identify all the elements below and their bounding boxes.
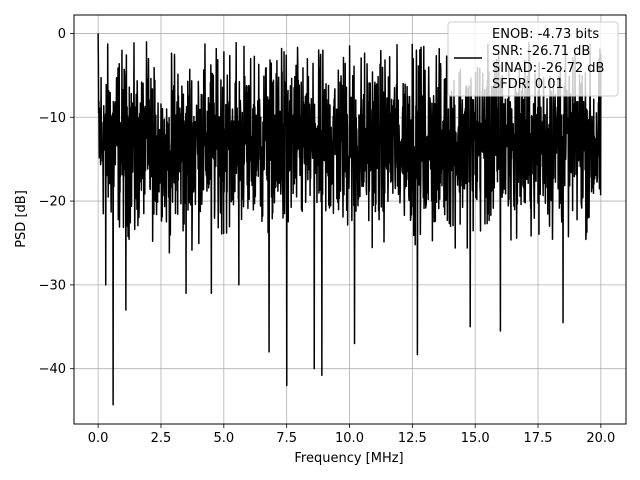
y-tick-label: −20 — [39, 195, 66, 210]
y-tick-label: 0 — [58, 27, 66, 42]
x-tick-label: 2.5 — [151, 431, 172, 446]
legend-line-sfdr: SFDR: 0.01 — [492, 77, 564, 92]
y-tick-label: −40 — [39, 362, 66, 377]
x-axis-label: Frequency [MHz] — [294, 451, 403, 466]
x-tick-label: 17.5 — [524, 431, 553, 446]
x-tick-label: 20.0 — [586, 431, 615, 446]
psd-series-line — [97, 33, 602, 406]
x-tick-label: 10.0 — [335, 431, 364, 446]
legend-line-sinad: SINAD: -26.72 dB — [492, 61, 604, 76]
legend: ENOB: -4.73 bits SNR: -26.71 dB SINAD: -… — [447, 21, 619, 97]
series-layer — [97, 33, 602, 406]
x-axis-ticks: 0.0 2.5 5.0 7.5 10.0 12.5 15.0 17.5 20.0 — [88, 424, 615, 446]
x-tick-label: 0.0 — [88, 431, 109, 446]
x-tick-label: 7.5 — [276, 431, 297, 446]
x-tick-label: 5.0 — [213, 431, 234, 446]
x-tick-label: 12.5 — [398, 431, 427, 446]
x-tick-label: 15.0 — [461, 431, 490, 446]
y-axis-label: PSD [dB] — [14, 190, 29, 248]
legend-line-enob: ENOB: -4.73 bits — [492, 27, 599, 42]
y-axis-ticks: 0 −10 −20 −30 −40 — [39, 27, 74, 377]
legend-line-snr: SNR: -26.71 dB — [492, 44, 590, 59]
y-tick-label: −30 — [39, 278, 66, 293]
legend-box — [447, 21, 619, 97]
plot-frame — [73, 14, 627, 425]
y-tick-label: −10 — [39, 111, 66, 126]
